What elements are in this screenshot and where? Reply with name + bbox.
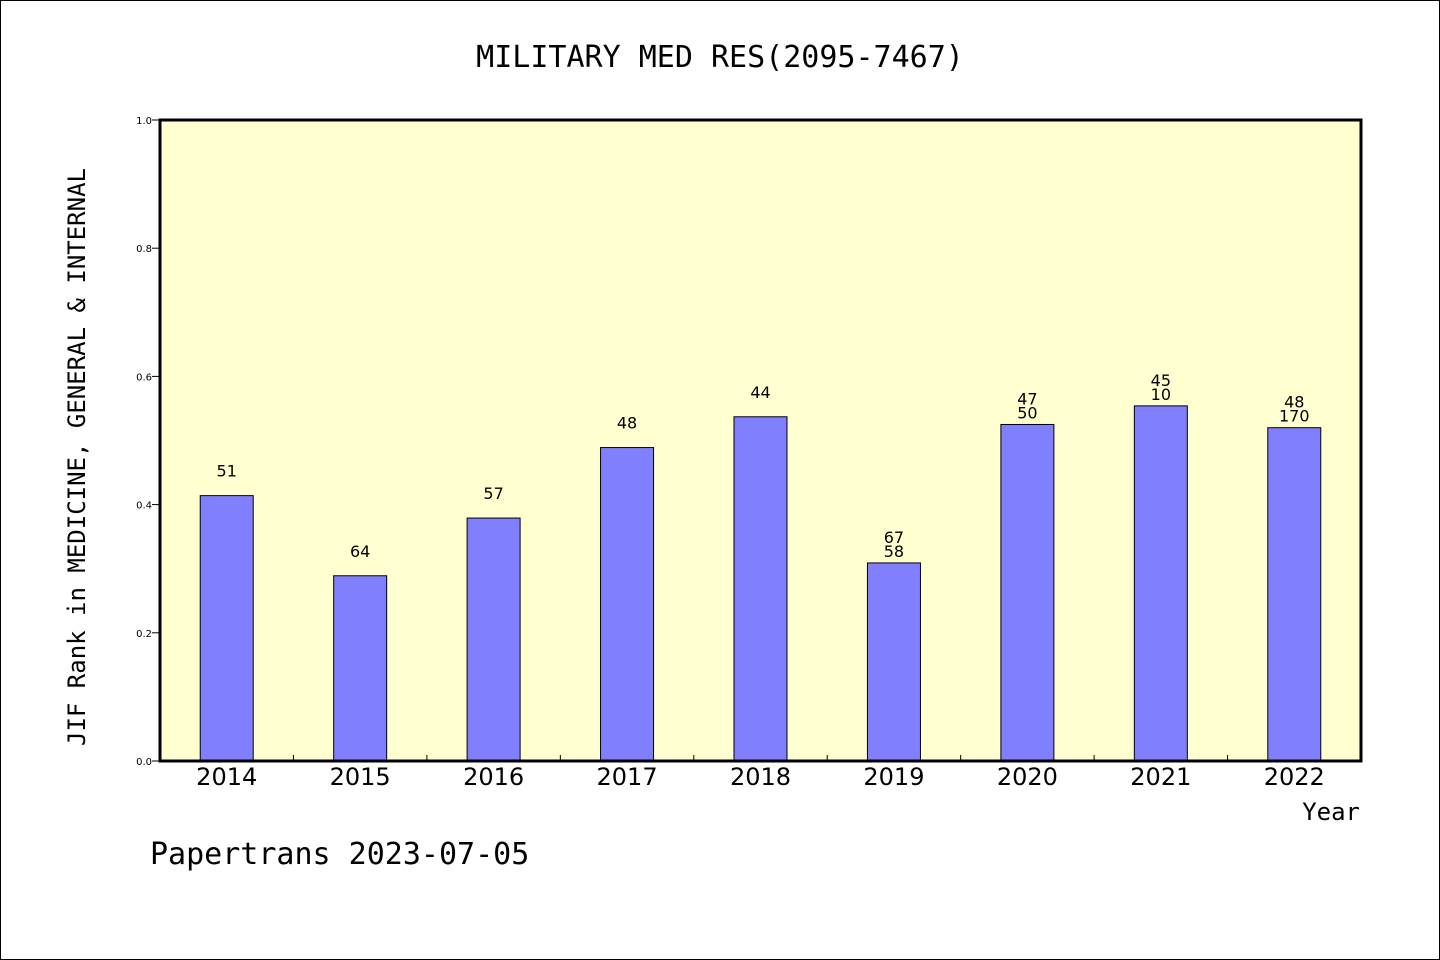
data-label-2021-2: 10 <box>1151 385 1171 404</box>
data-label-2015: 64 <box>350 542 370 561</box>
y-tick-label-0.0: 0.0 <box>136 757 152 768</box>
x-axis: 2014 2015 2016 2017 2018 2019 2020 2021 2022 <box>196 755 1325 791</box>
x-tick-label-2015: 2015 <box>330 763 391 791</box>
data-label-2018: 44 <box>750 383 770 402</box>
y-tick-label-0.6: 0.6 <box>136 372 152 383</box>
x-tick-label-2020: 2020 <box>997 763 1058 791</box>
bar-2022 <box>1267 427 1322 762</box>
x-tick-label-2019: 2019 <box>863 763 924 791</box>
y-tick-label-0.8: 0.8 <box>136 244 152 255</box>
bar-2015 <box>333 575 388 762</box>
data-label-2021-1: 45 <box>1151 371 1171 390</box>
bar-2021 <box>1133 405 1188 762</box>
data-label-2019-1: 67 <box>884 528 904 547</box>
y-axis: 0.0 0.2 0.4 0.6 0.8 1.0 <box>136 116 160 768</box>
x-tick-label-2021: 2021 <box>1130 763 1191 791</box>
plot-border <box>158 118 1363 763</box>
x-tick-label-2014: 2014 <box>196 763 257 791</box>
data-label-2022-1: 48 <box>1284 393 1304 412</box>
data-label-2017: 48 <box>617 414 637 433</box>
bar-2019 <box>866 562 921 762</box>
x-tick-label-2022: 2022 <box>1264 763 1325 791</box>
y-tick-label-0.2: 0.2 <box>136 629 152 640</box>
x-axis-label: Year <box>1302 798 1360 826</box>
bar-2016 <box>466 517 521 762</box>
bars-group <box>199 405 1322 762</box>
data-label-2020-1: 47 <box>1017 389 1037 408</box>
y-axis-label: JIF Rank in MEDICINE, GENERAL & INTERNAL <box>63 168 91 746</box>
data-label-2022-2: 170 <box>1279 407 1310 426</box>
footer-text: Papertrans 2023-07-05 <box>150 837 529 872</box>
data-label-2014: 51 <box>217 462 237 481</box>
bar-2014 <box>199 495 254 762</box>
bar-2017 <box>600 447 655 762</box>
y-tick-label-1.0: 1.0 <box>136 116 152 127</box>
x-tick-label-2017: 2017 <box>597 763 658 791</box>
chart-title: MILITARY MED RES(2095-7467) <box>476 40 964 75</box>
x-tick-label-2016: 2016 <box>463 763 524 791</box>
bar-2020 <box>1000 423 1055 762</box>
y-tick-label-0.4: 0.4 <box>136 501 152 512</box>
x-tick-label-2018: 2018 <box>730 763 791 791</box>
data-label-2019-2: 58 <box>884 542 904 561</box>
bar-2018 <box>733 416 788 762</box>
data-label-2016: 57 <box>483 484 503 503</box>
data-label-2020-2: 50 <box>1017 403 1037 422</box>
